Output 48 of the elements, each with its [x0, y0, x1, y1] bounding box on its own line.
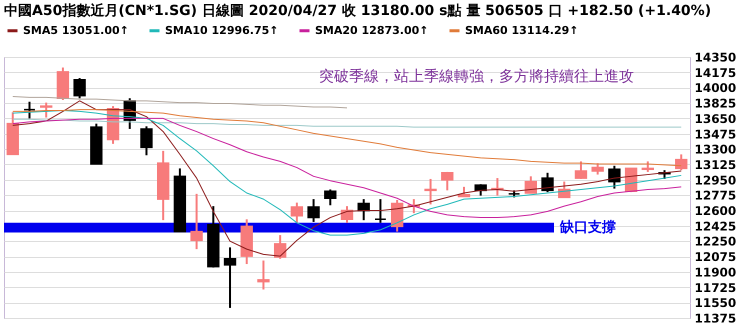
candlestick: [23, 100, 36, 120]
chart-title: 中國A50指數近月(CN*1.SG) 日線圖 2020/04/27 收 13180.00 s點 量 506505 口 +182.50 (+1.40%): [4, 2, 712, 19]
y-tick-label: 14350: [694, 50, 736, 64]
y-tick-label: 13475: [694, 127, 736, 142]
legend-label: SMA20 12873.00↑: [315, 24, 428, 37]
candlestick: [290, 202, 304, 224]
candlestick: [73, 77, 86, 100]
y-tick-label: 12950: [694, 173, 736, 188]
candlestick: [358, 198, 370, 222]
y-tick-label: 14000: [694, 81, 736, 96]
y-tick-label: 13825: [694, 96, 736, 111]
y-tick-label: 12600: [694, 204, 736, 218]
candlestick: [257, 260, 270, 290]
band-label: 缺口支撐: [559, 220, 616, 236]
y-tick-label: 11550: [694, 296, 736, 310]
candlestick: [591, 162, 604, 176]
candlestick: [374, 198, 387, 224]
candlestick: [574, 160, 588, 180]
y-tick-label: 13300: [694, 142, 736, 157]
candlestick: [140, 125, 153, 156]
y-tick-label: 12775: [694, 188, 736, 203]
candlestick: [274, 234, 286, 260]
y-tick-label: 14175: [694, 66, 736, 80]
legend-label: SMA60 13114.29↑: [465, 24, 578, 37]
candlestick: [608, 164, 621, 190]
candlestick: [558, 180, 570, 198]
legend-label: SMA10 12996.75↑: [165, 24, 278, 37]
y-tick-label: 13650: [694, 112, 736, 126]
candlestick: [642, 160, 654, 173]
y-tick-label: 12425: [694, 219, 736, 234]
y-tick-label: 12250: [694, 234, 736, 249]
candlestick: [307, 198, 320, 223]
y-tick-label: 11375: [694, 312, 736, 326]
annotation: 突破季線，站上季線轉強，多方將持續往上進攻: [319, 67, 634, 85]
candlestick: [441, 170, 454, 192]
candlestick: [224, 246, 236, 309]
candlestick: [675, 153, 688, 172]
y-tick-label: 11725: [694, 280, 736, 295]
candlestick: [390, 199, 404, 233]
candlestick: [424, 178, 437, 206]
candlestick: [524, 175, 538, 194]
y-tick-label: 13125: [694, 158, 736, 172]
candlestick: [40, 102, 52, 119]
legend-label: SMA5 13051.00↑: [23, 24, 129, 37]
candlestick: [324, 188, 336, 206]
candlestick: [190, 192, 203, 250]
y-tick-label: 11900: [694, 265, 736, 280]
y-tick-label: 12075: [694, 250, 736, 264]
